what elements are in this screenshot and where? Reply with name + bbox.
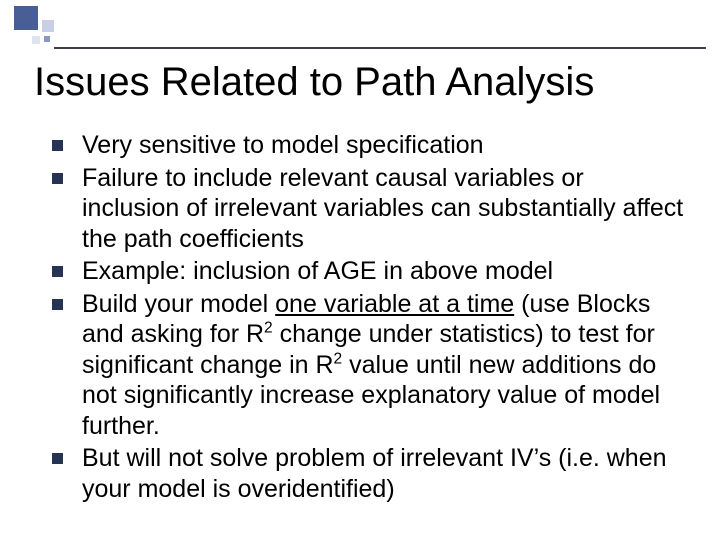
deco-square-large-icon bbox=[14, 6, 38, 30]
deco-square-small-2-icon bbox=[44, 36, 50, 42]
bullet-text-pre: Build your model bbox=[82, 290, 275, 318]
bullet-text: Failure to include relevant causal varia… bbox=[82, 164, 683, 253]
bullet-list: Very sensitive to model specification Fa… bbox=[48, 130, 684, 504]
deco-square-medium-icon bbox=[42, 20, 54, 32]
bullet-text: Example: inclusion of AGE in above model bbox=[82, 257, 553, 285]
slide: Issues Related to Path Analysis Very sen… bbox=[0, 0, 720, 540]
list-item: Failure to include relevant causal varia… bbox=[48, 163, 684, 255]
horizontal-rule bbox=[54, 47, 706, 49]
list-item: Very sensitive to model specification bbox=[48, 130, 684, 161]
slide-title: Issues Related to Path Analysis bbox=[34, 60, 700, 104]
deco-square-small-1-icon bbox=[32, 36, 40, 44]
corner-decoration bbox=[14, 6, 74, 50]
list-item: Build your model one variable at a time … bbox=[48, 289, 684, 442]
bullet-text-underlined: one variable at a time bbox=[275, 290, 514, 318]
slide-body: Very sensitive to model specification Fa… bbox=[48, 130, 684, 506]
bullet-text: But will not solve problem of irrelevant… bbox=[82, 444, 667, 503]
list-item: But will not solve problem of irrelevant… bbox=[48, 443, 684, 504]
list-item: Example: inclusion of AGE in above model bbox=[48, 256, 684, 287]
bullet-text: Very sensitive to model specification bbox=[82, 131, 484, 159]
